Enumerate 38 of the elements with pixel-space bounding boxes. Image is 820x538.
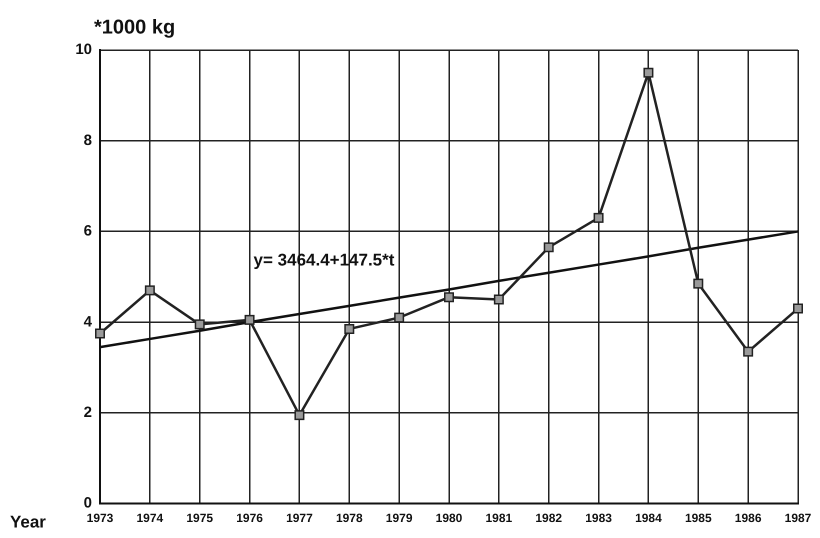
y-tick-label: 4 [84, 313, 93, 330]
x-tick-label: 1983 [585, 511, 612, 526]
x-tick-label: 1974 [136, 511, 164, 526]
point [544, 242, 554, 252]
point [444, 292, 454, 302]
point [693, 278, 704, 289]
x-axis-title: Year [10, 512, 46, 532]
x-tick-label: 1984 [635, 511, 662, 526]
y-tick-label: 10 [75, 41, 92, 58]
point [244, 314, 255, 325]
x-tick-label: 1980 [436, 511, 463, 526]
point [743, 346, 754, 357]
x-tick-label: 1978 [336, 511, 363, 526]
x-tick-label: 1986 [734, 511, 762, 526]
x-tick-label: 1985 [684, 511, 712, 526]
x-tick-label: 1977 [286, 511, 314, 526]
point [394, 312, 404, 323]
point [344, 324, 354, 334]
point [793, 304, 803, 314]
point [594, 212, 604, 223]
y-tick-label: 8 [84, 132, 92, 149]
x-tick-label: 1987 [784, 511, 812, 526]
point [144, 285, 155, 296]
point [95, 328, 105, 338]
y-axis-title: *1000 kg [94, 16, 176, 39]
y-tick-label: 0 [84, 494, 92, 512]
x-tick-label: 1976 [236, 511, 264, 526]
point [494, 294, 504, 304]
y-tick-label: 6 [84, 222, 92, 240]
x-tick-label: 1975 [186, 511, 214, 526]
x-tick-label: 1973 [86, 511, 114, 526]
point [643, 68, 654, 78]
x-tick-label: 1982 [535, 511, 562, 526]
point [194, 319, 205, 330]
x-tick-label: 1979 [386, 511, 413, 526]
x-tick-label: 1981 [486, 511, 513, 526]
y-tick-label: 2 [84, 404, 92, 422]
point [294, 410, 304, 420]
